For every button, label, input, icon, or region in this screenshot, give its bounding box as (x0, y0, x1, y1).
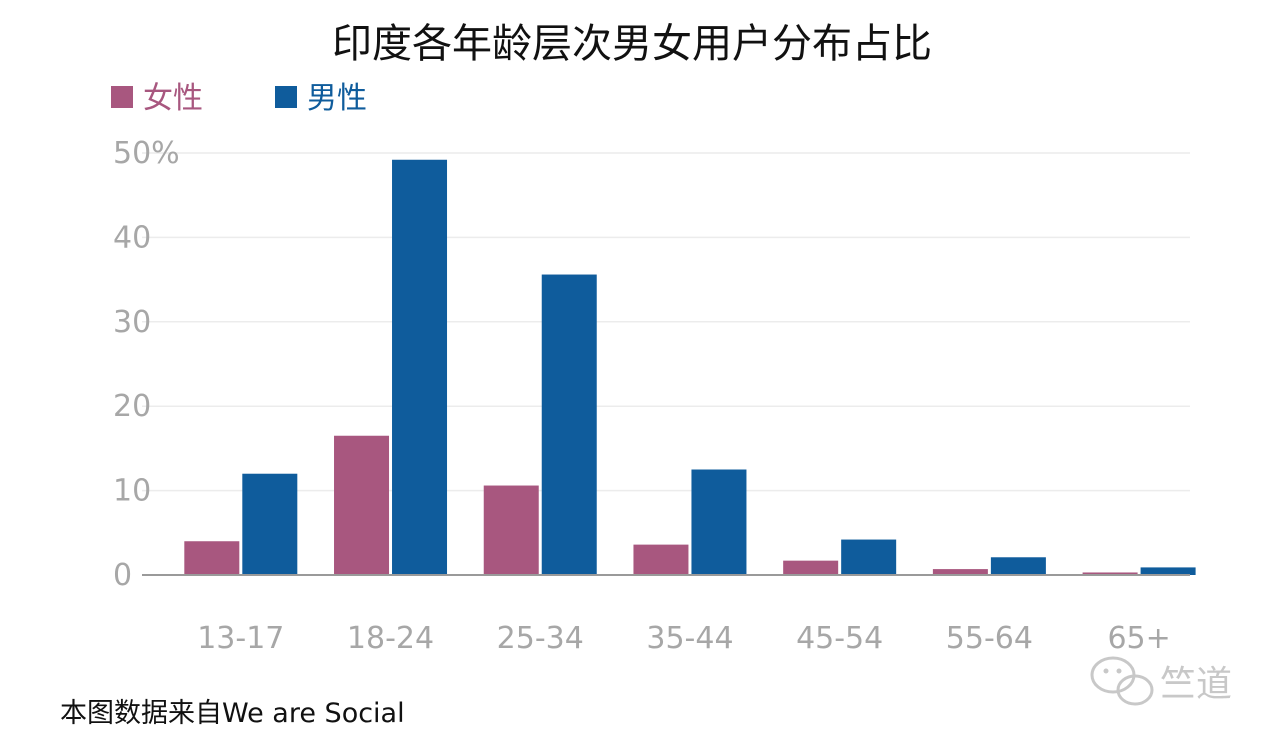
y-tick-label: 40 (113, 220, 151, 255)
y-tick-label: 10 (113, 474, 151, 509)
bar-male-35-44 (691, 469, 747, 575)
y-tick-label: 20 (113, 389, 151, 424)
watermark: 竺道 (1090, 656, 1232, 706)
bar-female-13-17 (184, 541, 240, 575)
legend: 女性 男性 (111, 81, 367, 116)
x-tick-label: 25-34 (497, 621, 584, 656)
x-tick-label: 45-54 (796, 621, 883, 656)
x-axis-ticks: 13-17 18-24 25-34 35-44 45-54 55-64 65+ (197, 621, 1171, 656)
x-tick-label: 13-17 (197, 621, 284, 656)
chart-title: 印度各年龄层次男女用户分布占比 (332, 21, 932, 67)
bar-male-55-64 (990, 557, 1046, 575)
bar-female-18-24 (334, 435, 390, 575)
legend-swatch-male (275, 86, 297, 108)
bar-female-55-64 (932, 569, 988, 575)
y-axis-ticks: 0 10 20 30 40 50% (113, 136, 180, 593)
wechat-icon (1090, 656, 1154, 706)
x-tick-label: 18-24 (347, 621, 434, 656)
watermark-text: 竺道 (1160, 664, 1232, 705)
y-tick-label: 30 (113, 305, 151, 340)
legend-swatch-female (111, 86, 133, 108)
x-tick-label: 55-64 (946, 621, 1033, 656)
x-tick-label: 65+ (1107, 621, 1170, 656)
y-tick-label: 0 (113, 558, 132, 593)
bar-female-65+ (1082, 572, 1138, 575)
bar-male-18-24 (392, 159, 448, 575)
bar-female-25-34 (483, 485, 539, 575)
bar-female-45-54 (783, 560, 839, 575)
source-note: 本图数据来自We are Social (60, 698, 405, 729)
legend-label-male: 男性 (307, 81, 367, 116)
bar-male-65+ (1140, 567, 1196, 575)
legend-label-female: 女性 (143, 81, 203, 116)
bar-male-13-17 (242, 473, 298, 575)
bar-male-45-54 (841, 539, 897, 575)
x-tick-label: 35-44 (646, 621, 733, 656)
gridlines (142, 152, 1190, 492)
y-tick-label: 50% (113, 136, 180, 171)
bars (184, 159, 1196, 575)
bar-female-35-44 (633, 544, 689, 575)
bar-male-25-34 (541, 274, 597, 575)
